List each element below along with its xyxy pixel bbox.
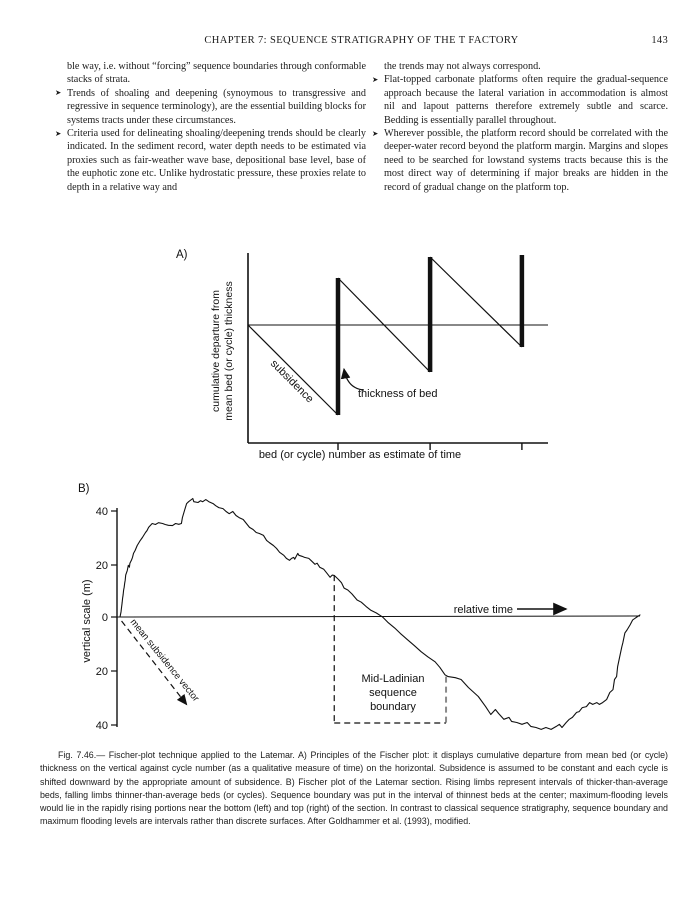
list-item: ➤ Wherever possible, the platform record… xyxy=(372,127,668,194)
bullet-text: Wherever possible, the platform record s… xyxy=(384,128,668,193)
y-axis-label: vertical scale (m) xyxy=(81,579,93,662)
bullet-arrow-icon: ➤ xyxy=(55,88,62,98)
y-axis-label-line1: cumulative departure from xyxy=(210,290,222,412)
subsidence-vector-arrow xyxy=(121,620,188,706)
subsidence-label: subsidence xyxy=(268,358,316,406)
thickness-of-bed-label: thickness of bed xyxy=(358,388,438,400)
list-item: ➤ Trends of shoaling and deepening (syno… xyxy=(55,87,366,127)
bullet-arrow-icon: ➤ xyxy=(55,128,62,138)
paragraph: the trends may not always correspond. xyxy=(384,61,541,72)
running-head: CHAPTER 7: SEQUENCE STRATIGRAPHY OF THE … xyxy=(55,35,668,46)
ytick-label: 20 xyxy=(96,666,108,678)
figure-caption: Fig. 7.46.— Fischer-plot technique appli… xyxy=(40,750,668,827)
ytick-label: 0 xyxy=(102,612,108,624)
fischer-principle-plot: A) cumulative departure from mean bed (o… xyxy=(176,249,548,461)
thickness-arrow xyxy=(340,367,365,391)
bullet-text: Trends of shoaling and deepening (synoym… xyxy=(67,87,366,126)
page-number: 143 xyxy=(651,35,668,46)
fischer-sawtooth-segments xyxy=(247,255,525,416)
ytick-label: 40 xyxy=(96,720,108,732)
subsidence-vector-label: mean subsidence vector xyxy=(128,617,201,704)
bullet-text: Criteria used for delineating shoaling/d… xyxy=(67,128,366,193)
boundary-label-line2: sequence xyxy=(369,687,417,699)
bullet-text: Flat-topped carbonate platforms often re… xyxy=(384,74,668,126)
panel-label-b: B) xyxy=(78,483,90,495)
text-column-left: ble way, i.e. without “forcing” sequence… xyxy=(55,60,366,194)
fig-a-xticks xyxy=(337,443,523,450)
boundary-label-line3: boundary xyxy=(370,701,416,713)
boundary-label-line1: Mid-Ladinian xyxy=(362,673,425,685)
bullet-arrow-icon: ➤ xyxy=(372,74,379,84)
zero-line xyxy=(116,615,641,618)
fig-b-yticks xyxy=(111,510,117,726)
panel-label-a: A) xyxy=(176,249,188,261)
bullet-arrow-icon: ➤ xyxy=(372,128,379,138)
relative-time-label: relative time xyxy=(454,604,513,616)
chapter-title: CHAPTER 7: SEQUENCE STRATIGRAPHY OF THE … xyxy=(204,35,519,46)
fischer-curve xyxy=(119,497,641,730)
list-item: ➤ Flat-topped carbonate platforms often … xyxy=(372,73,668,127)
fischer-latemar-plot: B) 40 20 0 20 40 vertical scale (m) rela… xyxy=(78,483,641,732)
ytick-label: 20 xyxy=(96,560,108,572)
list-item: ➤ Criteria used for delineating shoaling… xyxy=(55,127,366,194)
x-axis-label: bed (or cycle) number as estimate of tim… xyxy=(259,449,461,461)
y-axis-label-line2: mean bed (or cycle) thickness xyxy=(223,281,235,420)
ytick-label: 40 xyxy=(96,506,108,518)
text-column-right: the trends may not always correspond. ➤ … xyxy=(372,60,668,194)
paragraph: ble way, i.e. without “forcing” sequence… xyxy=(67,61,366,86)
